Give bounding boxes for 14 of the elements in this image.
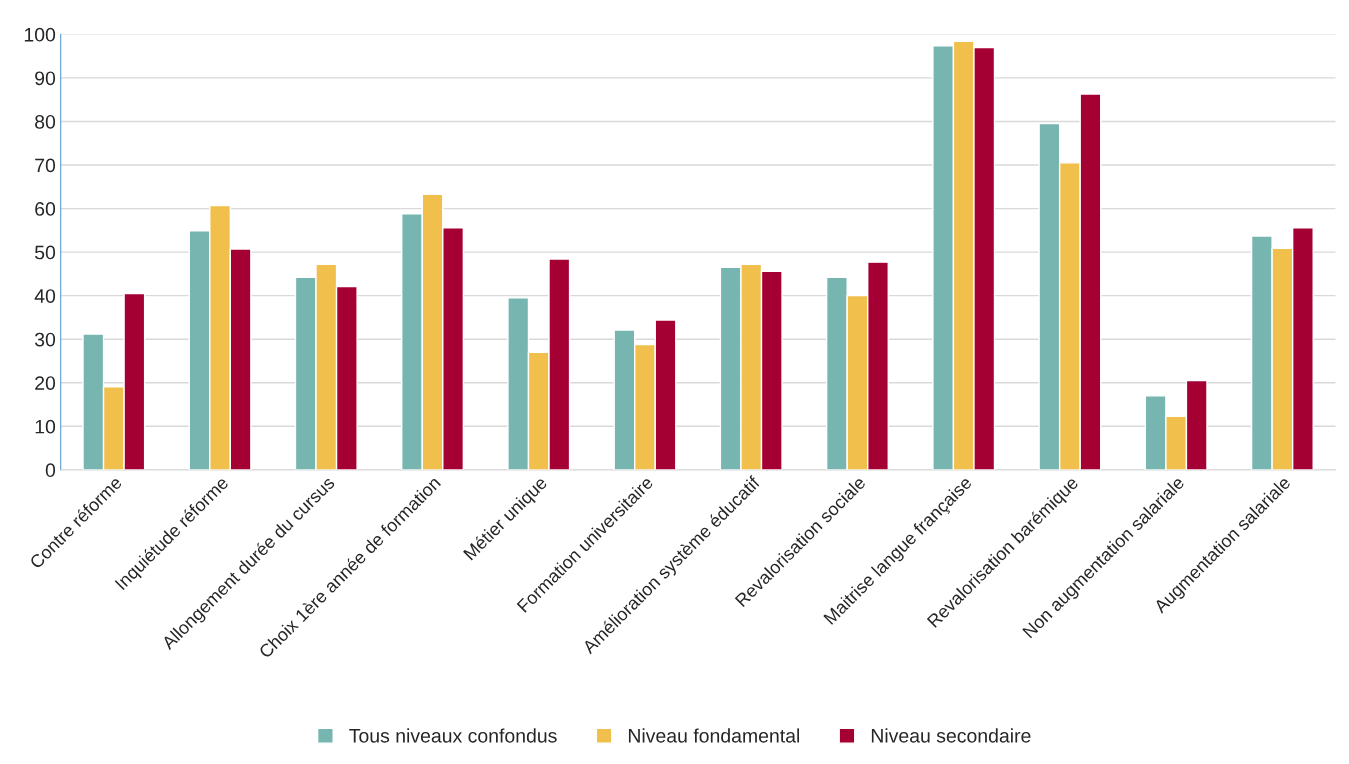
- y-tick-label: 70: [35, 158, 56, 173]
- y-tick-label: 90: [35, 71, 56, 86]
- legend-label: Niveau fondamental: [628, 728, 800, 743]
- legend-label: Niveau secondaire: [871, 728, 1031, 743]
- legend-label: Tous niveaux confondus: [349, 728, 557, 743]
- y-tick-label: 20: [35, 376, 56, 390]
- y-tick-label: 80: [35, 114, 56, 129]
- y-tick-label: 30: [34, 332, 56, 347]
- y-tick-label: 60: [35, 202, 56, 216]
- y-tick-label: 50: [35, 245, 56, 260]
- y-tick-label: 40: [34, 289, 56, 303]
- y-tick-label: 0: [45, 463, 56, 478]
- y-tick-label: 10: [35, 419, 56, 434]
- y-tick-label: 100: [24, 27, 56, 42]
